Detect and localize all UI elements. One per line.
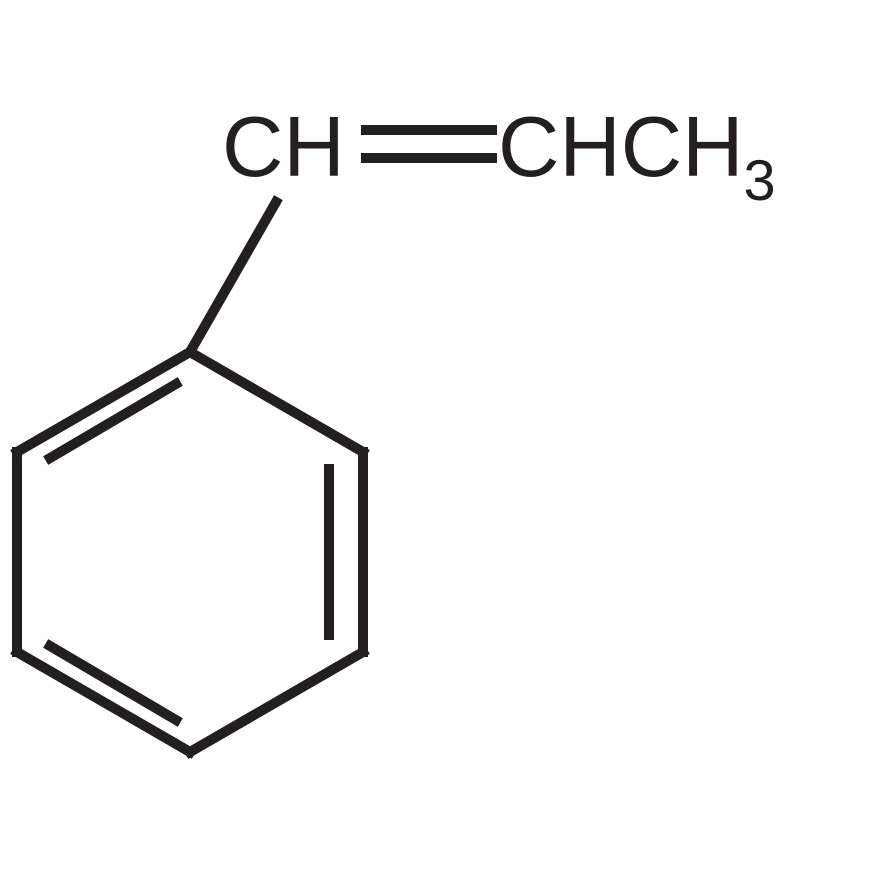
atom-label-chch3-right: CHCH3 [498, 105, 776, 205]
bond-hex-bl [17, 652, 190, 752]
text-chch: CHCH [498, 100, 744, 195]
bond-stem [190, 202, 276, 352]
text-ch: CH [222, 100, 345, 195]
atom-label-ch-left: CH [222, 105, 345, 190]
bond-hex-tr [190, 352, 363, 452]
molecule-diagram: CH CHCH3 [0, 0, 890, 890]
text-sub3: 3 [744, 149, 776, 213]
bond-hex-br [190, 652, 363, 752]
bond-hex-tl [17, 352, 190, 452]
